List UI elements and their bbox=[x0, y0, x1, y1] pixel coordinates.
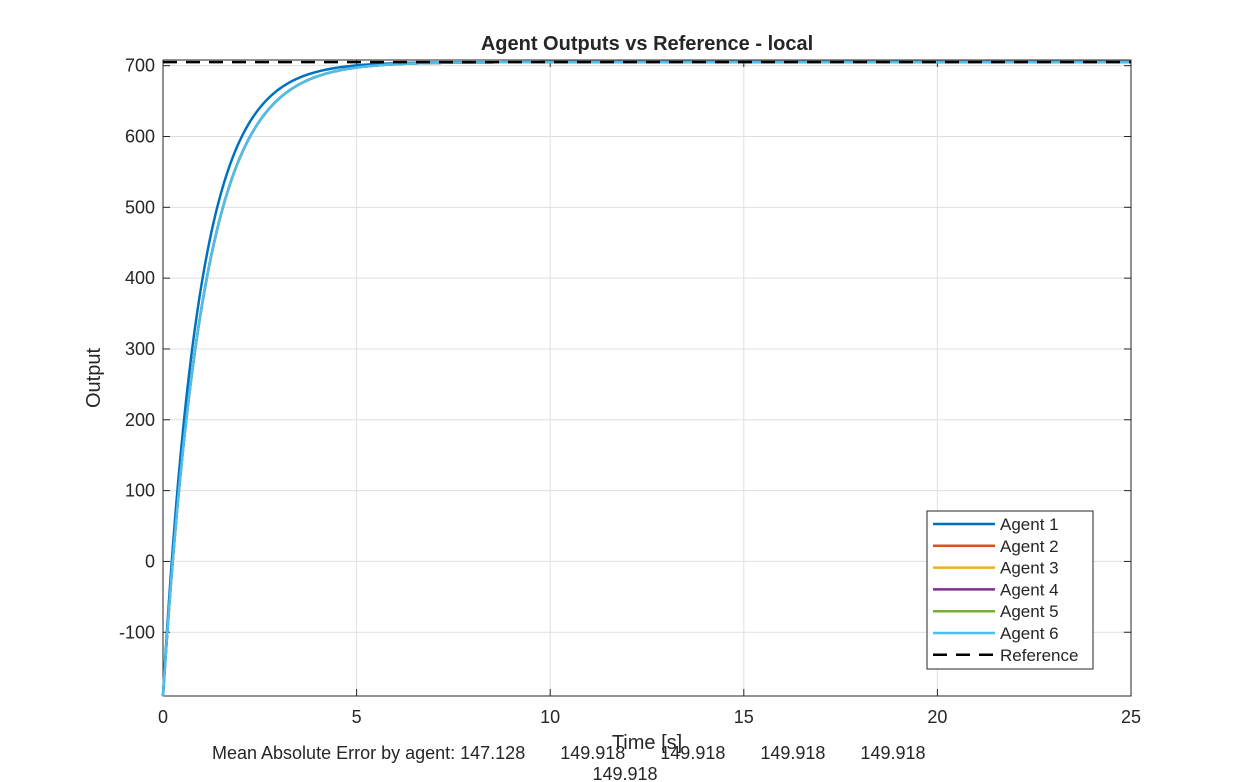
mae-footer-line-1: Mean Absolute Error by agent: 147.128 14… bbox=[212, 743, 926, 763]
x-tick-label: 0 bbox=[158, 707, 168, 727]
y-tick-label: -100 bbox=[119, 622, 155, 642]
y-tick-label: 600 bbox=[125, 126, 155, 146]
legend-label: Agent 6 bbox=[1000, 624, 1059, 643]
x-tick-label: 20 bbox=[927, 707, 947, 727]
legend: Agent 1 Agent 2 Agent 3 Agent 4 Agent 5 Agent… bbox=[926, 510, 1094, 670]
y-tick-label: 100 bbox=[125, 481, 155, 501]
axis-ticks: 0 5 10 15 20 25 -100 0 100 200 300 400 500 600 700 bbox=[119, 56, 1141, 727]
axes-box bbox=[162, 59, 1132, 697]
plot-area bbox=[161, 60, 1131, 697]
y-tick-label: 200 bbox=[125, 410, 155, 430]
y-tick-label: 400 bbox=[125, 268, 155, 288]
chart-title: Agent Outputs vs Reference - local bbox=[481, 33, 813, 55]
legend-label: Agent 2 bbox=[1000, 537, 1059, 556]
legend-label: Agent 1 bbox=[1000, 515, 1059, 534]
y-axis-label: Output bbox=[83, 348, 105, 408]
x-axis-label: Time [s] bbox=[612, 732, 682, 754]
x-tick-label: 10 bbox=[540, 707, 560, 727]
y-tick-label: 0 bbox=[145, 551, 155, 571]
x-tick-label: 25 bbox=[1121, 707, 1141, 727]
y-tick-label: 300 bbox=[125, 339, 155, 359]
y-tick-label: 500 bbox=[125, 197, 155, 217]
y-tick-label: 700 bbox=[125, 56, 155, 76]
legend-label: Agent 4 bbox=[1000, 580, 1059, 599]
x-tick-label: 5 bbox=[352, 707, 362, 727]
grid-lines bbox=[163, 60, 1131, 696]
legend-label: Agent 3 bbox=[1000, 559, 1059, 578]
legend-label: Reference bbox=[1000, 646, 1078, 665]
mae-footer-line-2: 149.918 bbox=[592, 764, 657, 782]
x-tick-label: 15 bbox=[734, 707, 754, 727]
legend-label: Agent 5 bbox=[1000, 602, 1059, 621]
